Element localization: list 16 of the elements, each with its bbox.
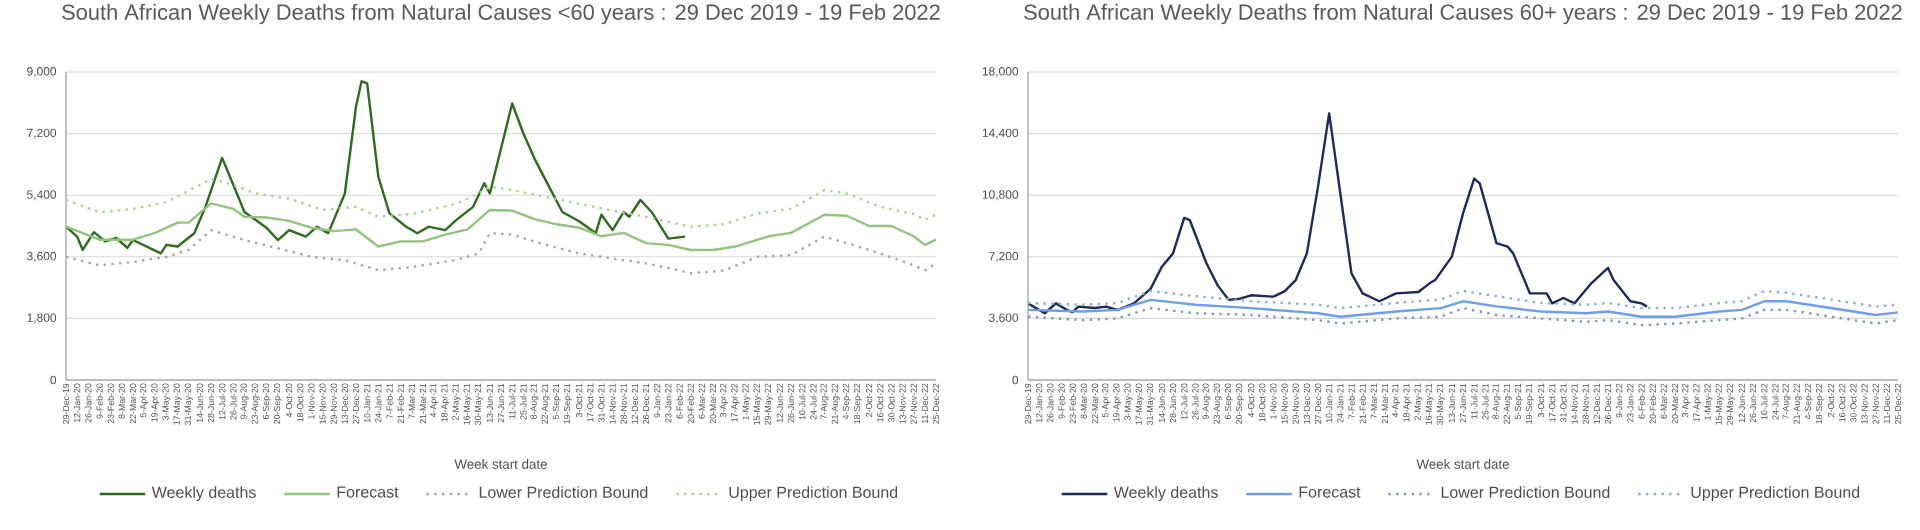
line-series: [66, 202, 937, 252]
legend-label: Upper Prediction Bound: [1691, 486, 1860, 502]
line-series: [66, 228, 937, 275]
line-series: [66, 177, 937, 228]
line-series: [1028, 112, 1649, 315]
legend-label: Weekly deaths: [151, 486, 256, 502]
legend-label: Lower Prediction Bound: [479, 486, 648, 498]
legend-label: Weekly deaths: [1113, 486, 1218, 502]
line-series: [1028, 306, 1899, 327]
chart-title: South African Weekly Deaths from Natural Causes 60+ years : 29 Dec 2019 - 19 Feb 2022: [1024, 3, 1902, 25]
legend-label: Forecast: [337, 486, 399, 498]
line-series: [66, 80, 687, 255]
legend-label: Forecast: [1299, 486, 1361, 498]
legend-label: Upper Prediction Bound: [729, 486, 898, 502]
chart-title: South African Weekly Deaths from Natural Causes <60 years : 29 Dec 2019 - 19 Feb 2022: [62, 3, 940, 25]
legend-label: Lower Prediction Bound: [1441, 486, 1610, 498]
